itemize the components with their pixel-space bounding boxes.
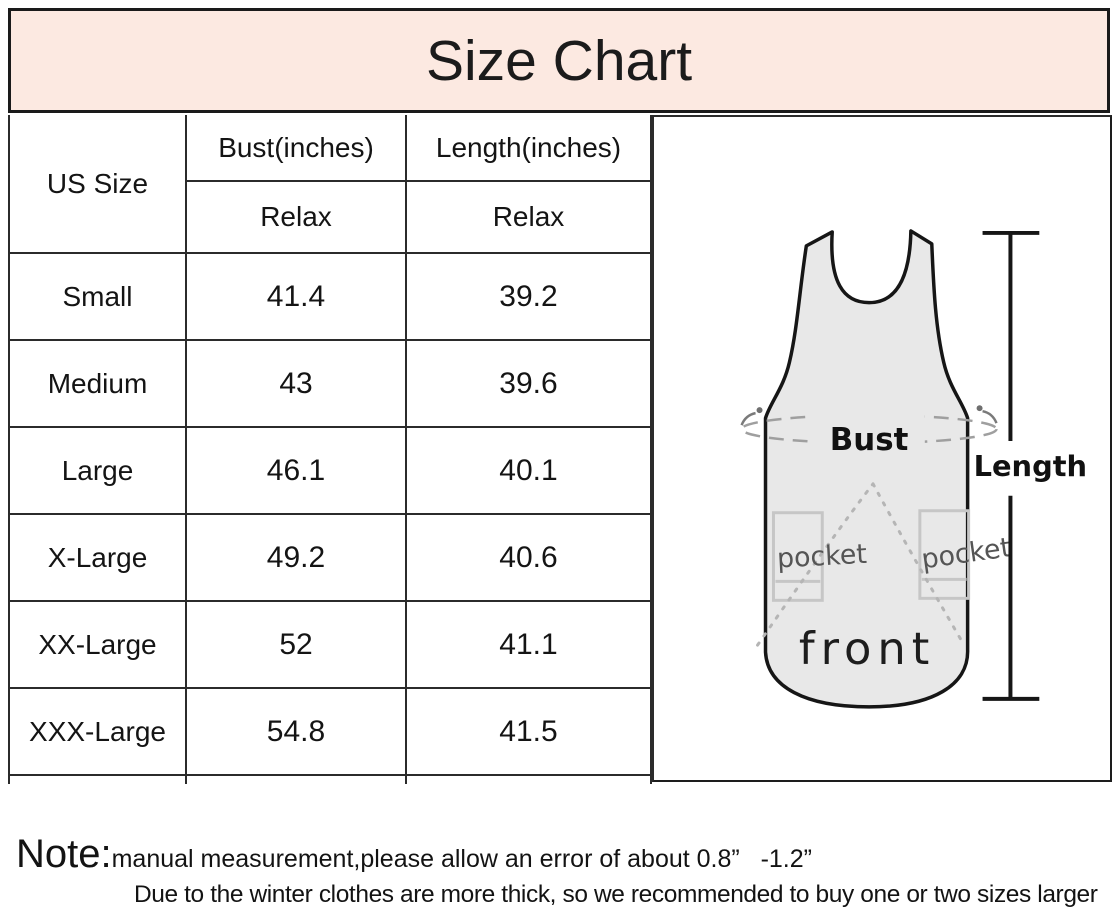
length-label: Length [974, 449, 1088, 483]
cell-length: 41.5 [405, 687, 652, 776]
table-row: Large 46.1 40.1 [8, 426, 652, 515]
bust-tape-right-dot [976, 405, 983, 412]
apron-outline [763, 229, 970, 709]
cell-bust: 43 [185, 339, 407, 428]
note-section: Note:manual measurement,please allow an … [8, 832, 1110, 908]
pocket-right [918, 509, 971, 600]
header-us-size: US Size [8, 115, 187, 254]
cell-length: 39.6 [405, 339, 652, 428]
cell-length: 39.2 [405, 252, 652, 341]
cell-size: XXX-Large [8, 687, 187, 776]
note-line2: Due to the winter clothes are more thick… [134, 881, 1098, 908]
cell-size: Small [8, 252, 187, 341]
cell-size: XX-Large [8, 600, 187, 689]
header-length: Length(inches) [405, 115, 652, 182]
table-row: X-Large 49.2 40.6 [8, 513, 652, 602]
header-bust: Bust(inches) [185, 115, 407, 182]
size-table-body: Small 41.4 39.2 Medium 43 39.6 Large 46.… [8, 252, 652, 776]
pocket-left [771, 511, 824, 602]
bust-tape-right-curl [982, 409, 998, 424]
bust-tape-left-curl [740, 411, 756, 426]
table-row: XX-Large 52 41.1 [8, 600, 652, 689]
bust-label-backing [813, 413, 925, 453]
title-banner: Size Chart [8, 8, 1110, 113]
cell-bust: 41.4 [185, 252, 407, 341]
cell-length: 40.1 [405, 426, 652, 515]
cell-bust: 54.8 [185, 687, 407, 776]
cell-size: Large [8, 426, 187, 515]
note-prefix: Note: [16, 832, 112, 876]
center-guide-dashed-v [756, 482, 963, 647]
pocket-left-label: pocket [776, 539, 867, 575]
size-table: US Size Bust(inches) Length(inches) Rela… [8, 115, 652, 784]
cutoff-row-stub [8, 774, 652, 784]
cell-bust: 46.1 [185, 426, 407, 515]
cell-length: 40.6 [405, 513, 652, 602]
cell-length: 41.1 [405, 600, 652, 689]
size-table-header: US Size Bust(inches) Length(inches) Rela… [8, 115, 652, 254]
cell-size: Medium [8, 339, 187, 428]
cell-size: X-Large [8, 513, 187, 602]
bust-tape-left-dot [756, 407, 763, 414]
apron-diagram-panel: Bust pocket pocket front [652, 115, 1112, 782]
table-row: Small 41.4 39.2 [8, 252, 652, 341]
apron-measurement-diagram: Bust pocket pocket front [740, 229, 1088, 709]
subheader-bust-relax: Relax [185, 180, 407, 254]
page-title: Size Chart [425, 28, 693, 93]
front-label: front [799, 622, 935, 675]
subheader-length-relax: Relax [405, 180, 652, 254]
cell-bust: 49.2 [185, 513, 407, 602]
length-dimension-line [982, 230, 1040, 701]
table-row: Medium 43 39.6 [8, 339, 652, 428]
table-row: XXX-Large 54.8 41.5 [8, 687, 652, 776]
content-row: US Size Bust(inches) Length(inches) Rela… [8, 115, 1112, 784]
bust-label: Bust [830, 422, 909, 458]
note-line1: manual measurement,please allow an error… [111, 845, 812, 873]
cell-bust: 52 [185, 600, 407, 689]
